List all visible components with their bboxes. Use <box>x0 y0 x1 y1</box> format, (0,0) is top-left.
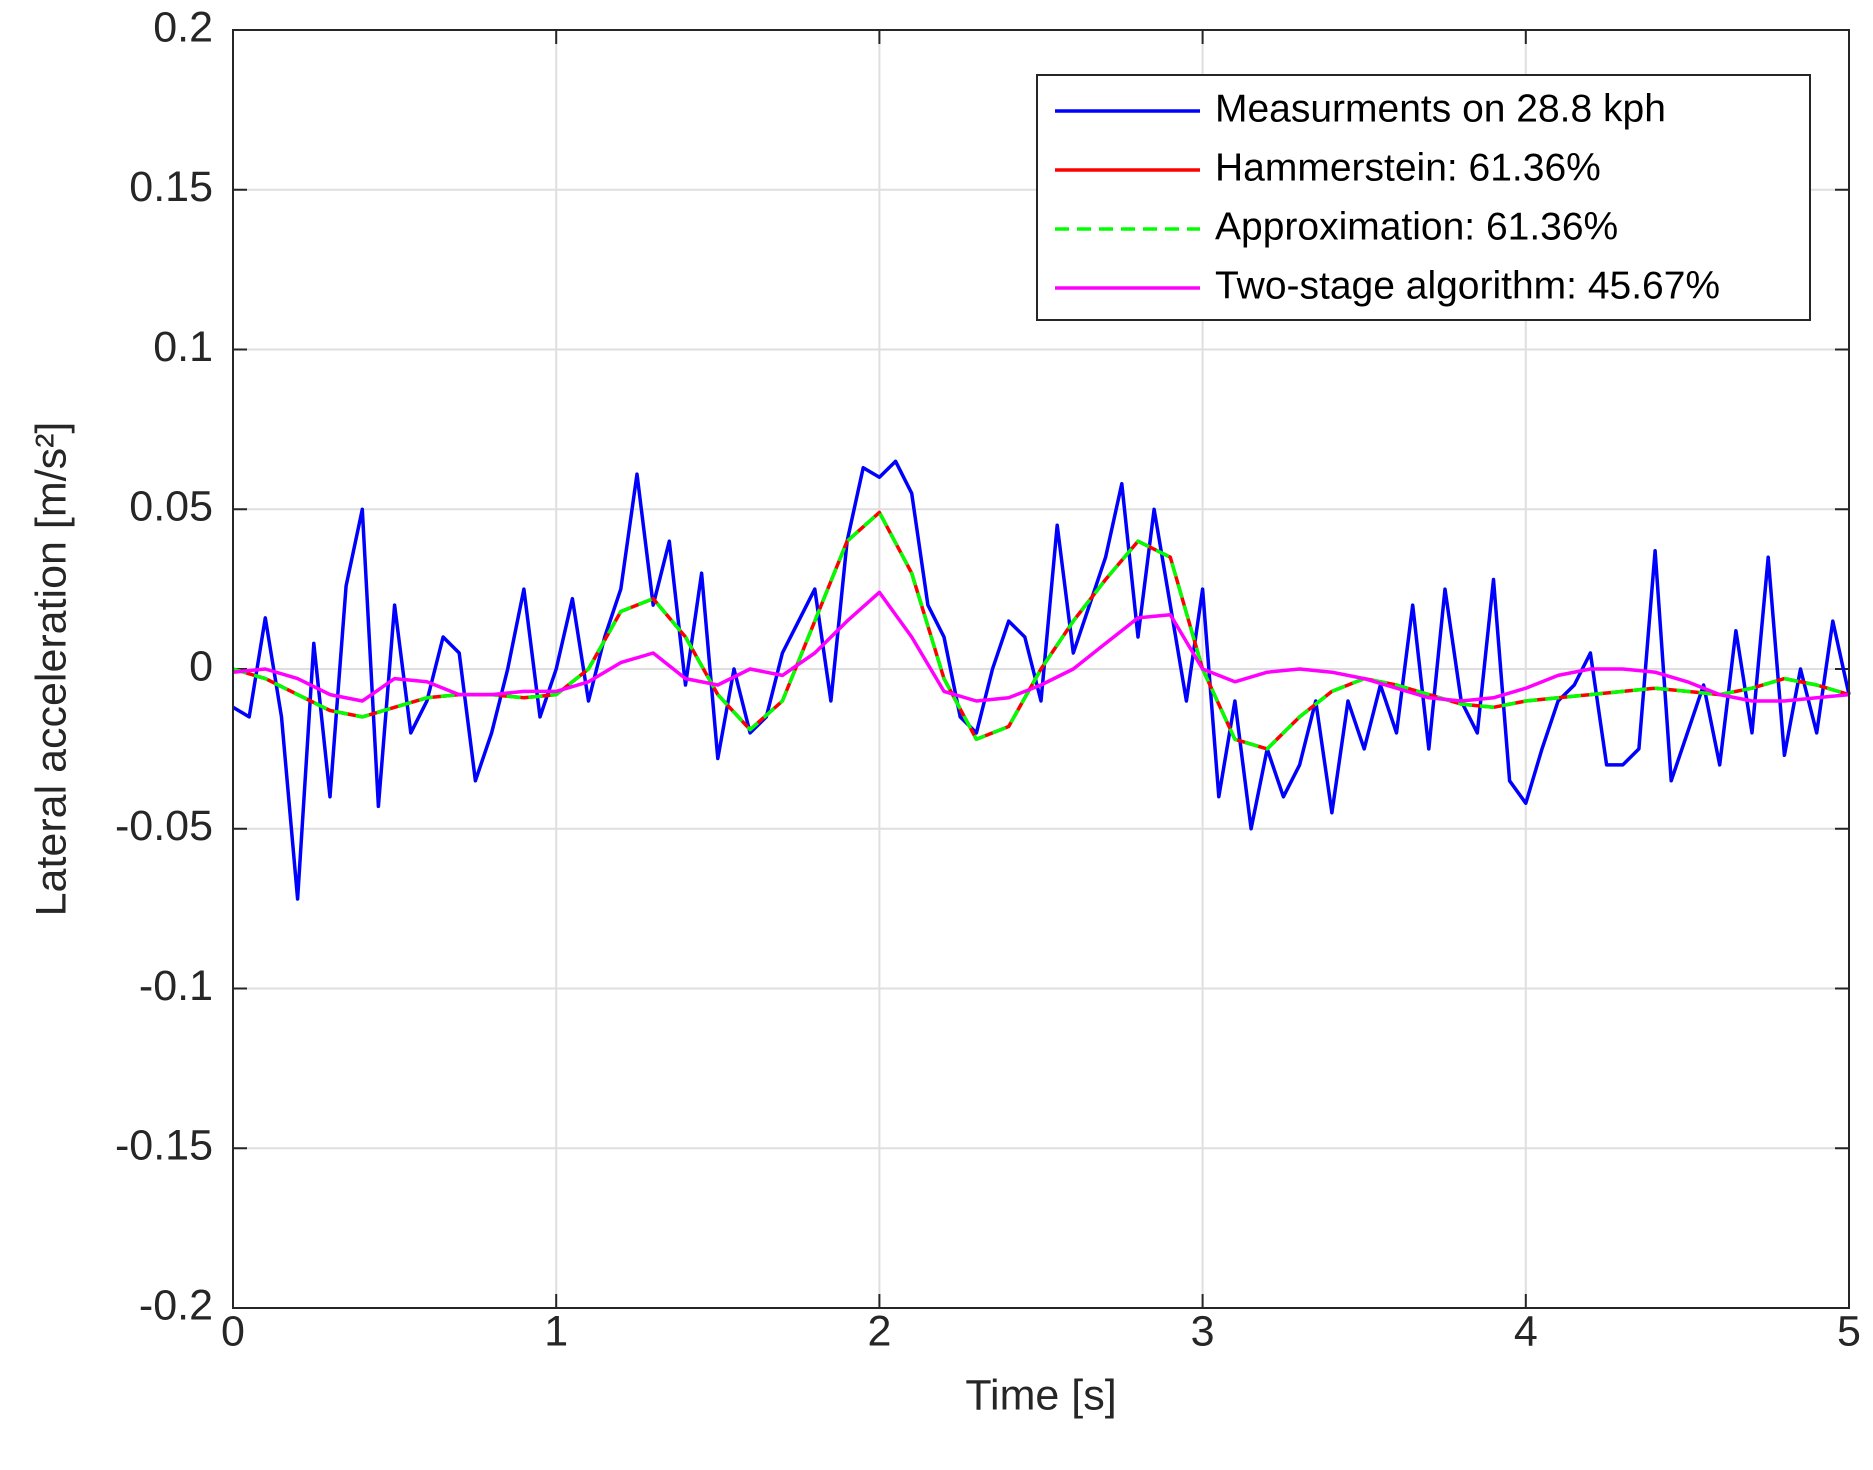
x-tick-label: 5 <box>1837 1307 1861 1355</box>
y-tick-label: 0.05 <box>129 483 213 531</box>
y-tick-label: -0.15 <box>115 1122 213 1170</box>
plot-frame <box>232 29 1850 1309</box>
legend-label: Approximation: 61.36% <box>1215 205 1618 248</box>
y-tick-label: 0 <box>189 642 213 690</box>
legend-box <box>1036 74 1811 321</box>
y-tick-label: -0.1 <box>139 962 213 1010</box>
series-line <box>232 459 1851 901</box>
legend-label: Two-stage algorithm: 45.67% <box>1215 264 1720 307</box>
y-tick-label: 0.1 <box>153 323 213 371</box>
y-tick-label: 0.15 <box>129 163 213 211</box>
x-tick-label: 3 <box>1191 1307 1215 1355</box>
legend-label: Hammerstein: 61.36% <box>1215 146 1601 189</box>
series-line <box>232 590 1850 703</box>
legend-label: Measurments on 28.8 kph <box>1215 87 1666 130</box>
y-axis-label: Lateral acceleration [m/s²] <box>27 422 75 917</box>
legend: Measurments on 28.8 kph Hammerstein: 61.3… <box>1036 74 1811 321</box>
x-axis-label: Time [s] <box>965 1371 1116 1419</box>
x-tick-label: 0 <box>221 1307 245 1355</box>
x-tick-label: 4 <box>1514 1307 1538 1355</box>
y-tick-label: -0.05 <box>115 802 213 850</box>
x-tick-label: 2 <box>867 1307 891 1355</box>
y-tick-label: -0.2 <box>139 1281 213 1329</box>
series-line <box>232 510 1850 751</box>
y-tick-label: 0.2 <box>153 3 213 51</box>
x-tick-label: 1 <box>544 1307 568 1355</box>
